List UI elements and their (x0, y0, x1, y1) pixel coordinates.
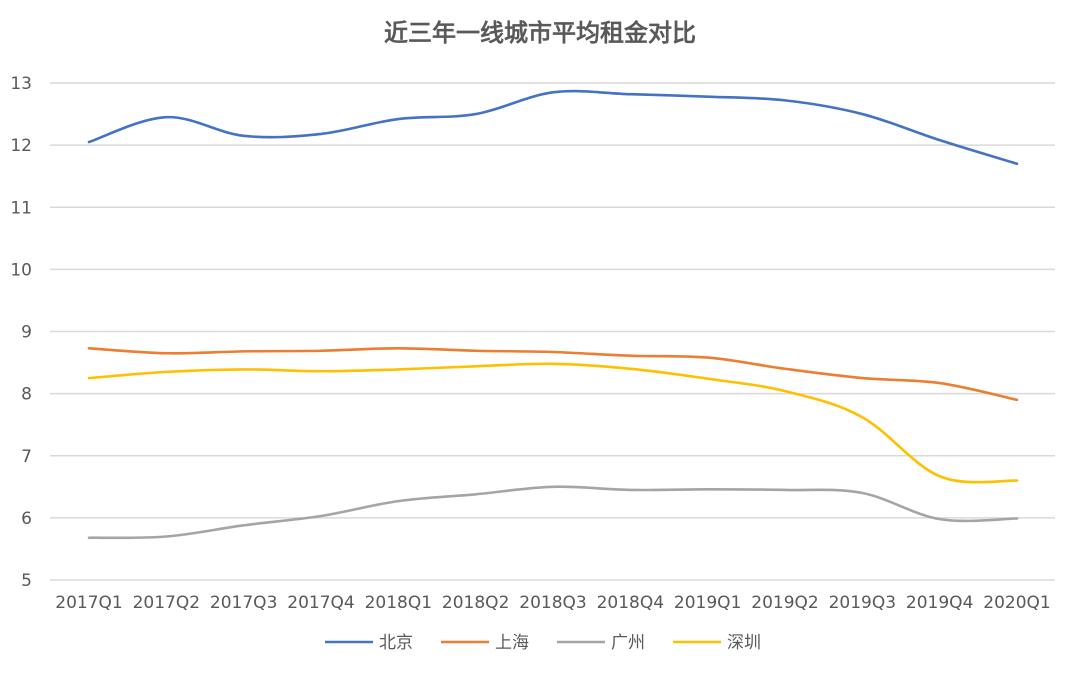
series-line-3 (87, 362, 1019, 484)
series-line-1 (87, 346, 1019, 402)
y-tick-label: 12 (10, 136, 32, 156)
x-axis-ticks: 2017Q1 2017Q2 2017Q3 2017Q4 2018Q1 2018Q2 2018… (55, 593, 1050, 613)
series-lines (87, 89, 1019, 540)
x-tick-label: 2019Q3 (829, 593, 896, 613)
x-tick-label: 2017Q1 (55, 593, 122, 613)
x-tick-label: 2017Q2 (133, 593, 200, 613)
series-line-2 (87, 485, 1019, 540)
series-line-0 (87, 89, 1019, 166)
y-tick-label: 10 (10, 260, 32, 280)
x-tick-label: 2019Q1 (674, 593, 741, 613)
x-tick-label: 2017Q3 (210, 593, 277, 613)
y-tick-label: 11 (10, 198, 32, 218)
x-tick-label: 2018Q3 (519, 593, 586, 613)
chart-title: 近三年一线城市平均租金对比 (384, 19, 696, 47)
y-tick-label: 13 (10, 74, 32, 94)
y-tick-label: 6 (21, 509, 32, 529)
y-tick-label: 5 (21, 571, 32, 591)
y-tick-label: 9 (21, 323, 32, 343)
legend-label: 上海 (495, 633, 529, 653)
x-tick-label: 2018Q2 (442, 593, 509, 613)
y-tick-label: 8 (21, 385, 32, 405)
x-tick-label: 2019Q4 (906, 593, 973, 613)
gridlines (50, 82, 1055, 581)
legend-label: 广州 (611, 633, 645, 653)
y-tick-label: 7 (21, 447, 32, 467)
x-tick-label: 2019Q2 (751, 593, 818, 613)
y-axis-ticks: 5 6 7 8 9 10 11 12 13 (10, 74, 32, 591)
x-tick-label: 2018Q1 (365, 593, 432, 613)
x-tick-label: 2017Q4 (287, 593, 354, 613)
legend-label: 北京 (379, 633, 413, 653)
legend: 北京 上海 广州 深圳 (325, 633, 761, 653)
x-tick-label: 2018Q4 (597, 593, 664, 613)
legend-label: 深圳 (727, 633, 761, 653)
x-tick-label: 2020Q1 (983, 593, 1050, 613)
